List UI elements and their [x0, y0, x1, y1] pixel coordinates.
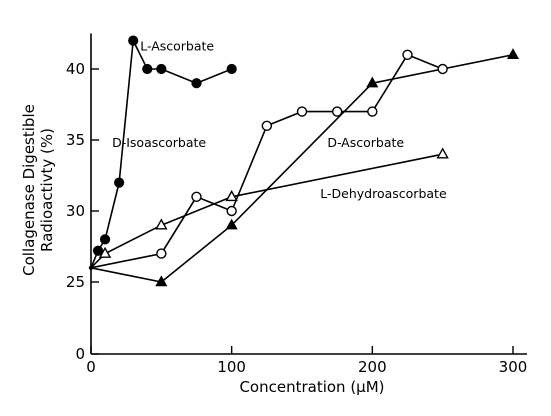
x-tick-label: 300: [499, 358, 528, 376]
data-point: [128, 35, 139, 46]
data-point: [155, 275, 168, 287]
x-tick-label: 200: [358, 358, 387, 376]
data-point: [226, 63, 237, 75]
data-point: [367, 106, 378, 117]
data-point: [191, 191, 202, 203]
series-line: [90, 54, 514, 283]
data-point: [366, 76, 379, 88]
data-point: [296, 106, 308, 117]
series-labels: L-Ascorbate D-Isoascorbate D-Ascorbate L-De…: [112, 39, 447, 202]
y-tick-label: 0: [75, 345, 85, 363]
data-point: [402, 49, 413, 60]
series-label: D-Isoascorbate: [112, 135, 206, 150]
series-line: [90, 37, 232, 269]
data-point: [226, 205, 237, 217]
data-point: [114, 177, 125, 188]
data-point: [191, 78, 202, 89]
series-line: [90, 53, 443, 269]
origin-point: [88, 265, 94, 270]
series-label: L-Dehydroascorbate: [320, 186, 447, 201]
data-point: [155, 218, 168, 230]
data-point: [92, 245, 104, 256]
data-point: [437, 63, 448, 75]
y-tick-label: 25: [66, 273, 85, 291]
x-axis-title: Concentration (μM): [239, 378, 384, 396]
data-point: [99, 234, 111, 245]
x-tick-label: 100: [217, 358, 246, 376]
data-point: [225, 218, 238, 230]
data-point: [142, 63, 153, 75]
x-tick-label: 0: [86, 358, 96, 376]
series-label: D-Ascorbate: [327, 135, 404, 150]
data-point: [436, 147, 449, 159]
data-point: [156, 63, 167, 75]
series-label: L-Ascorbate: [140, 39, 214, 54]
data-point: [98, 246, 112, 258]
y-tick-label: 30: [66, 202, 85, 220]
y-tick-label: 35: [66, 131, 85, 149]
series-markers: [88, 35, 520, 287]
y-axis-title-line-1: Collagenase Digestible: [20, 104, 38, 276]
series-lines: [90, 37, 514, 283]
y-axis-title-line-2: Radioactivty (%): [38, 128, 56, 252]
y-tick-label: 40: [66, 60, 85, 78]
data-point: [225, 189, 238, 202]
series-line: [90, 153, 443, 269]
data-point: [331, 106, 343, 117]
data-point: [506, 48, 520, 60]
axes: 0 25 30 35 40 0 100 200 300: [66, 33, 528, 376]
data-point: [261, 120, 273, 132]
data-point: [156, 248, 167, 259]
